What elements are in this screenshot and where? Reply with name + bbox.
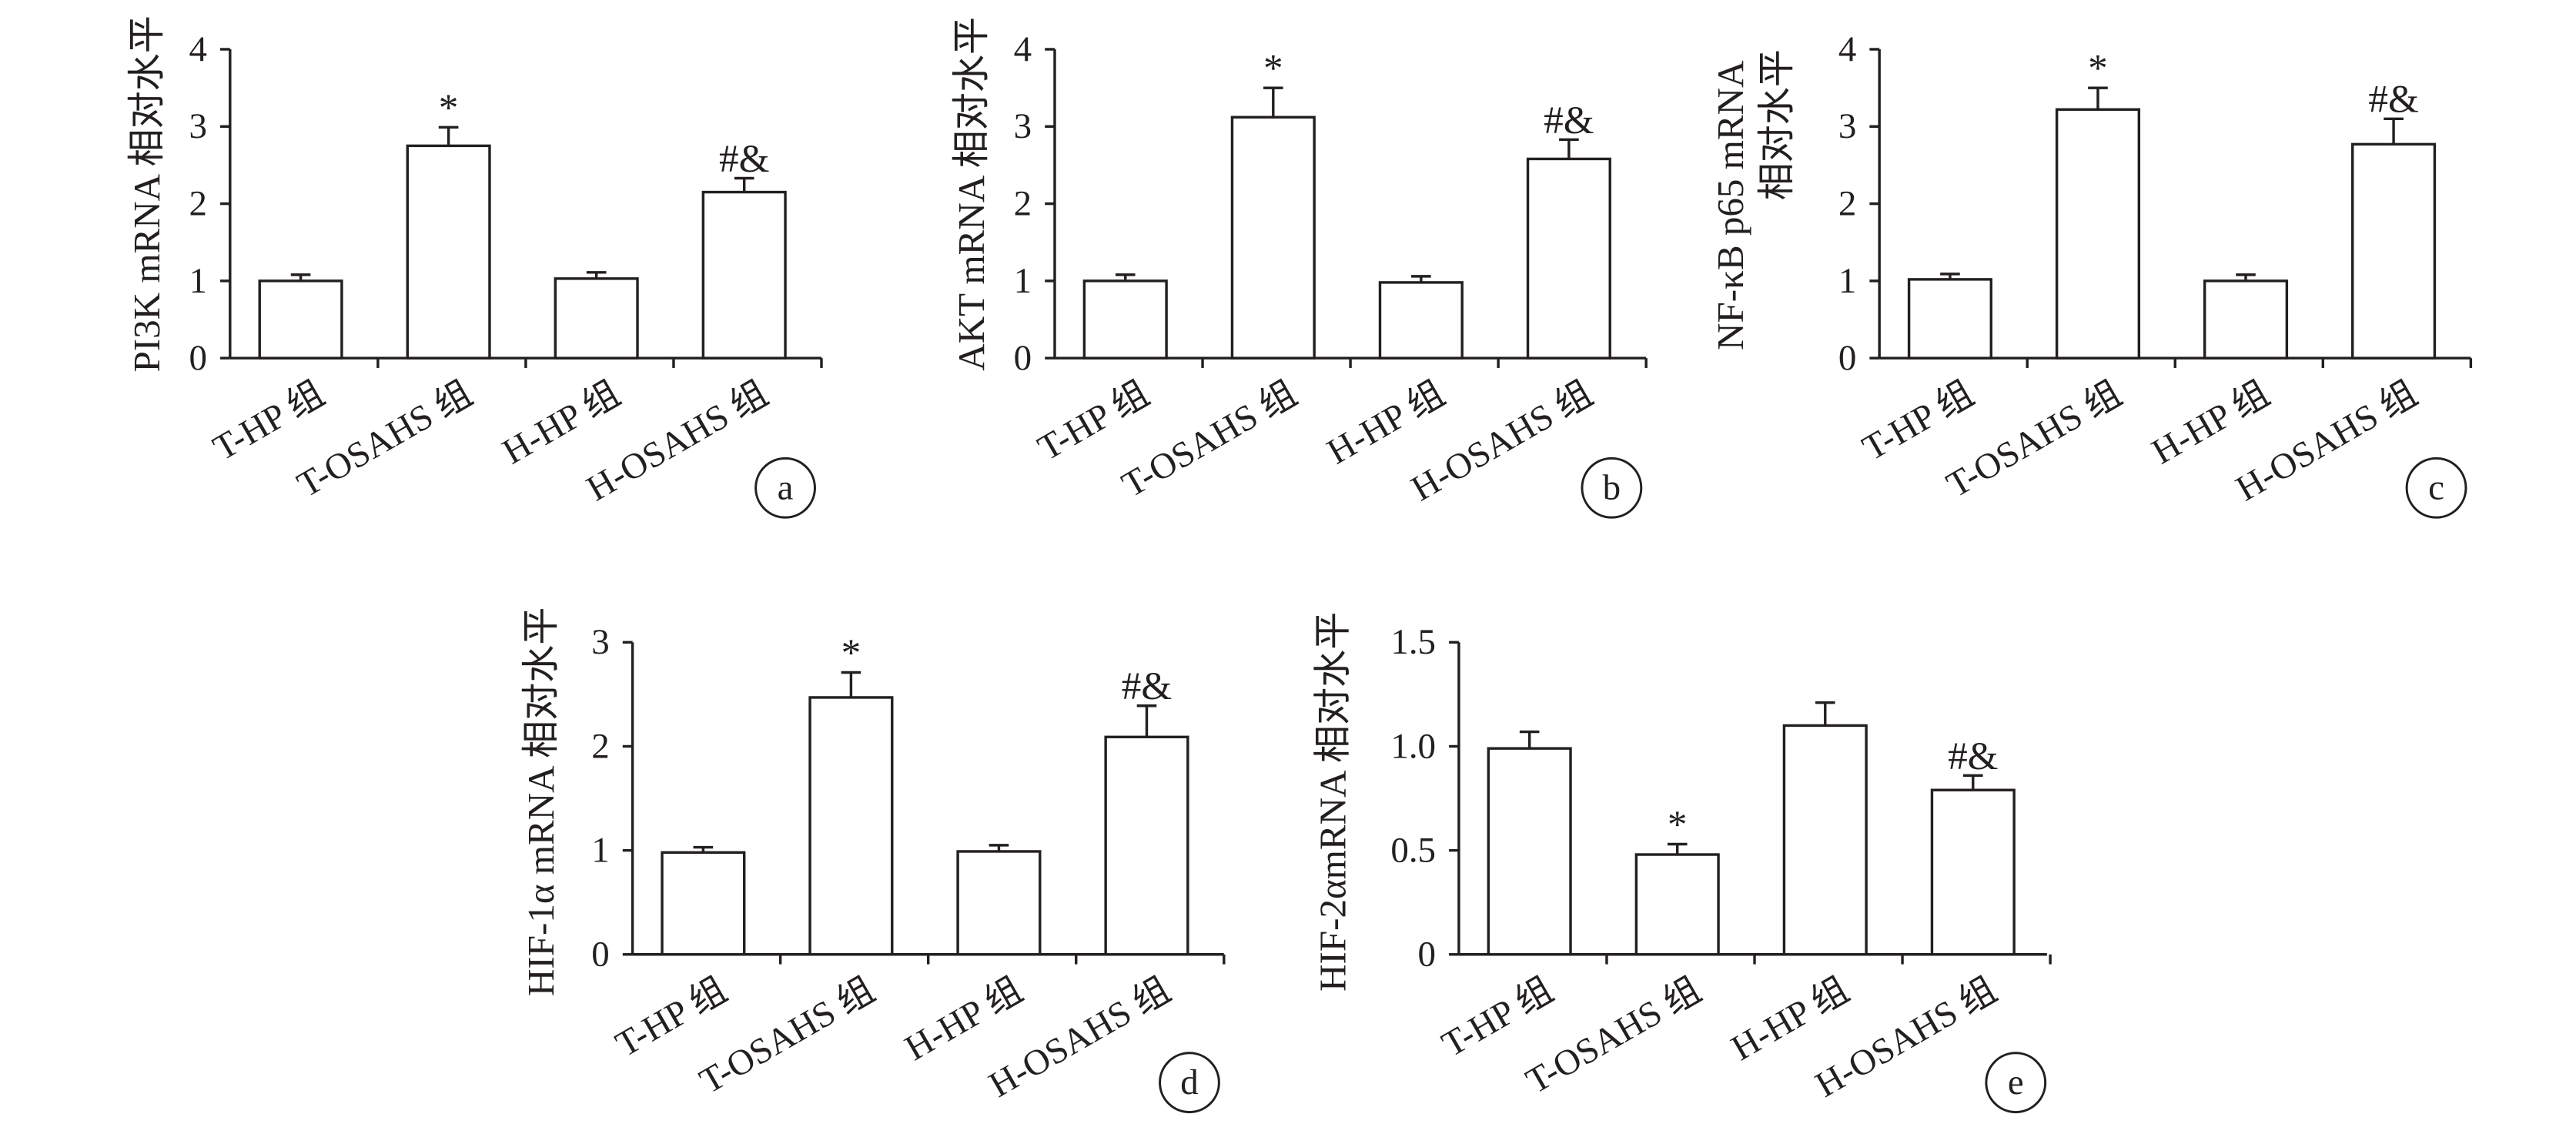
significance-marker: * <box>841 631 861 675</box>
y-tick-label: 2 <box>189 184 206 224</box>
error-bar <box>989 844 1009 851</box>
bar <box>1104 735 1189 956</box>
significance-marker: * <box>2088 47 2108 91</box>
y-tick-label: 1 <box>1014 261 1032 301</box>
bar <box>1378 281 1464 360</box>
bar <box>701 190 787 360</box>
y-tick-label: 0 <box>1418 935 1436 975</box>
panel-letter: c <box>2428 468 2444 508</box>
bar <box>2203 279 2289 360</box>
panel-letter: a <box>778 468 794 508</box>
panel-label: d <box>1159 1052 1220 1114</box>
panel-label-circle <box>2405 457 2467 519</box>
bar <box>1526 157 1611 360</box>
error-bar <box>734 176 754 192</box>
bar <box>956 850 1042 956</box>
y-tick-label: 2 <box>1014 184 1032 224</box>
y-tick-label: 1.0 <box>1390 726 1436 766</box>
y-tick-label: 2 <box>1838 184 1856 224</box>
bar <box>1230 115 1316 360</box>
y-axis-label: AKT mRNA 相对水平 <box>950 17 992 371</box>
bar <box>258 279 343 360</box>
panel-letter: e <box>2008 1062 2024 1102</box>
error-bar <box>1667 842 1688 855</box>
y-tick-label: 3 <box>591 622 609 662</box>
error-bar <box>1963 774 1983 791</box>
y-tick-label: 1 <box>1838 261 1856 301</box>
panel-label: c <box>2405 457 2467 519</box>
y-axis-label: PI3K mRNA 相对水平 <box>125 15 168 372</box>
error-bar <box>1263 86 1283 118</box>
bar <box>1930 788 2016 956</box>
significance-marker: * <box>1263 47 1283 91</box>
error-bar <box>1136 704 1157 738</box>
bar <box>1782 724 1868 956</box>
chart-panel-e: 00.51.01.5T-HP 组*T-OSAHS 组 H-HP 组#&H-OSAH… <box>1312 612 2052 1114</box>
significance-marker: #& <box>1948 734 1998 778</box>
y-tick-label: 4 <box>1838 29 1856 69</box>
y-tick-label: 2 <box>591 726 609 766</box>
error-bar <box>2236 273 2256 281</box>
bar <box>808 696 894 956</box>
y-tick-label: 3 <box>189 106 206 146</box>
error-bar <box>1559 138 1579 159</box>
y-axis-label: HIF-1α mRNA 相对水平 <box>520 607 562 996</box>
bar <box>406 144 491 360</box>
bar <box>1082 279 1168 360</box>
bar <box>1634 853 1720 956</box>
error-bar <box>586 271 607 279</box>
y-axis-label: HIF-2αmRNA 相对水平 <box>1312 612 1354 992</box>
error-bar <box>2088 86 2108 110</box>
error-bar <box>1411 275 1431 283</box>
bar <box>554 277 639 360</box>
y-tick-label: 0.5 <box>1390 831 1436 871</box>
significance-marker: #& <box>719 137 769 181</box>
significance-marker: #& <box>1544 99 1594 142</box>
bar <box>661 851 746 956</box>
y-tick-label: 0 <box>591 935 609 975</box>
y-tick-label: 4 <box>1014 29 1032 69</box>
y-tick-label: 3 <box>1838 106 1856 146</box>
error-bar <box>1815 701 1835 726</box>
y-axis-label: 相对水平 <box>1755 49 1798 200</box>
error-bar <box>290 273 311 281</box>
significance-marker: * <box>1668 803 1688 847</box>
y-tick-label: 4 <box>189 29 206 69</box>
panel-label-circle <box>754 457 816 519</box>
bar <box>2351 142 2437 360</box>
y-tick-label: 0 <box>1014 338 1032 378</box>
error-bar <box>2384 117 2404 145</box>
bar <box>1907 278 1992 360</box>
y-tick-label: 3 <box>1014 106 1032 146</box>
error-bar <box>1115 273 1136 281</box>
y-tick-label: 1.5 <box>1390 622 1436 662</box>
error-bar <box>1519 730 1540 749</box>
panel-label-circle <box>1159 1052 1220 1114</box>
significance-marker: #& <box>1122 664 1172 708</box>
significance-marker: #& <box>2368 78 2418 122</box>
significance-marker: * <box>439 86 459 130</box>
bar <box>2055 108 2141 360</box>
panel-letter: d <box>1180 1062 1198 1102</box>
error-bar <box>693 845 714 853</box>
panel-label-circle <box>1985 1052 2047 1114</box>
panel-label: b <box>1581 457 1643 519</box>
error-bar <box>841 671 861 697</box>
error-bar <box>438 125 459 146</box>
panel-label-circle <box>1581 457 1643 519</box>
panel-label: a <box>754 457 816 519</box>
panel-label: e <box>1985 1052 2047 1114</box>
y-tick-label: 0 <box>1838 338 1856 378</box>
y-tick-label: 0 <box>189 338 206 378</box>
error-bar <box>1940 273 1960 279</box>
panel-letter: b <box>1603 468 1621 508</box>
bar <box>1487 747 1572 956</box>
y-tick-label: 1 <box>189 261 206 301</box>
y-tick-label: 1 <box>591 831 609 871</box>
y-axis-label: NF-κB p65 mRNA <box>1709 60 1751 350</box>
